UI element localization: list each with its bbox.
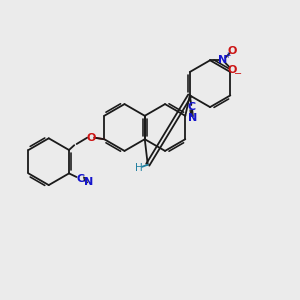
Text: O: O [86,133,95,143]
Text: C: C [187,101,195,112]
Text: C: C [76,174,85,184]
Text: O: O [228,65,237,75]
Text: N: N [188,112,197,123]
Text: +: + [225,51,231,60]
Text: −: − [234,68,242,79]
Text: H: H [136,163,143,173]
Text: O: O [228,46,237,56]
Text: N: N [84,177,93,188]
Text: N: N [218,55,227,65]
